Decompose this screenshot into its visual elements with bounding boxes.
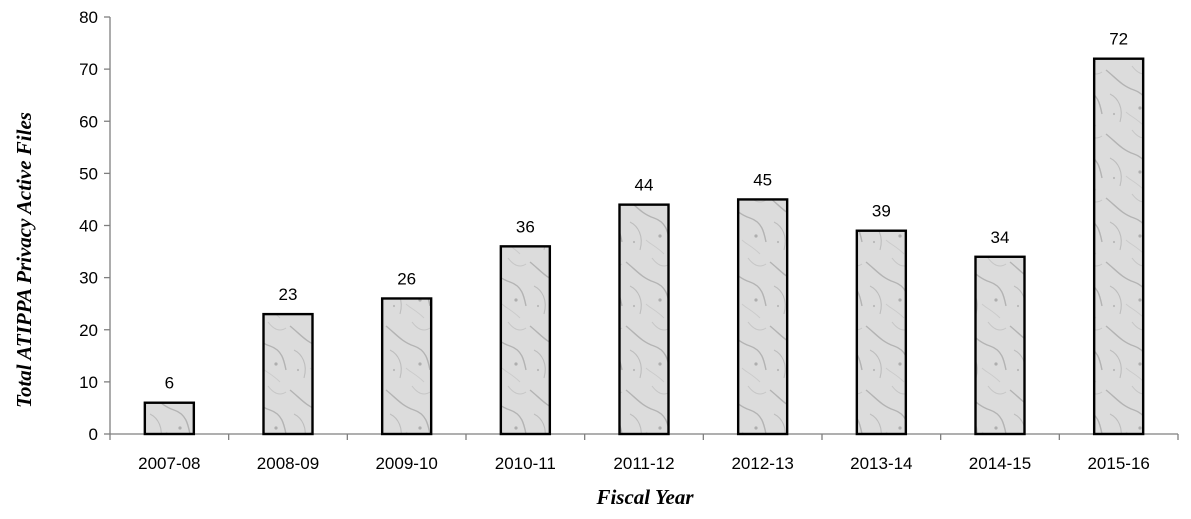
x-tick-label: 2010-11 (495, 454, 556, 473)
bar-2011-12 (618, 203, 670, 436)
data-label-2013-14: 39 (872, 202, 891, 221)
bar-2013-14 (855, 229, 908, 436)
x-tick-label: 2013-14 (850, 454, 912, 473)
data-labels: 6 23 26 36 44 45 39 34 72 (165, 30, 1129, 393)
x-tick-label: 2009-10 (375, 454, 437, 473)
y-tick-label: 80 (79, 8, 98, 27)
data-label-2010-11: 36 (516, 217, 535, 236)
y-axis: 0 10 20 30 40 50 60 70 80 (79, 8, 111, 444)
data-label-2015-16: 72 (1109, 30, 1128, 49)
bar-2015-16 (1092, 57, 1145, 436)
y-tick-label: 0 (89, 425, 98, 444)
data-label-2009-10: 26 (397, 269, 416, 288)
x-tick-label: 2015-16 (1087, 454, 1149, 473)
y-tick-label: 20 (79, 321, 98, 340)
y-axis-title: Total ATIPPA Privacy Active Files (12, 112, 36, 408)
bar-2010-11 (499, 245, 552, 436)
bar-2008-09 (262, 312, 314, 436)
data-label-2012-13: 45 (753, 170, 772, 189)
y-tick-label: 50 (79, 164, 98, 183)
y-tick-label: 30 (79, 269, 98, 288)
x-axis: 2007-08 2008-09 2009-10 2010-11 2011-12 2012-… (109, 433, 1179, 473)
bar-series (143, 57, 1145, 436)
x-tick-label: 2008-09 (257, 454, 319, 473)
x-tick-label: 2011-12 (613, 454, 674, 473)
data-label-2011-12: 44 (635, 176, 654, 195)
y-tick-label: 60 (79, 112, 98, 131)
x-axis-title: Fiscal Year (595, 485, 694, 509)
bar-2012-13 (736, 198, 789, 436)
x-tick-label: 2014-15 (969, 454, 1031, 473)
y-tick-label: 40 (79, 217, 98, 236)
data-label-2014-15: 34 (991, 228, 1010, 247)
data-label-2008-09: 23 (279, 285, 298, 304)
y-tick-label: 10 (79, 373, 98, 392)
data-label-2007-08: 6 (165, 374, 174, 393)
x-tick-label: 2007-08 (138, 454, 200, 473)
y-tick-label: 70 (79, 60, 98, 79)
bar-2014-15 (974, 255, 1026, 436)
bar-2007-08 (143, 401, 196, 436)
bar-2009-10 (380, 297, 433, 436)
x-tick-label: 2012-13 (731, 454, 793, 473)
